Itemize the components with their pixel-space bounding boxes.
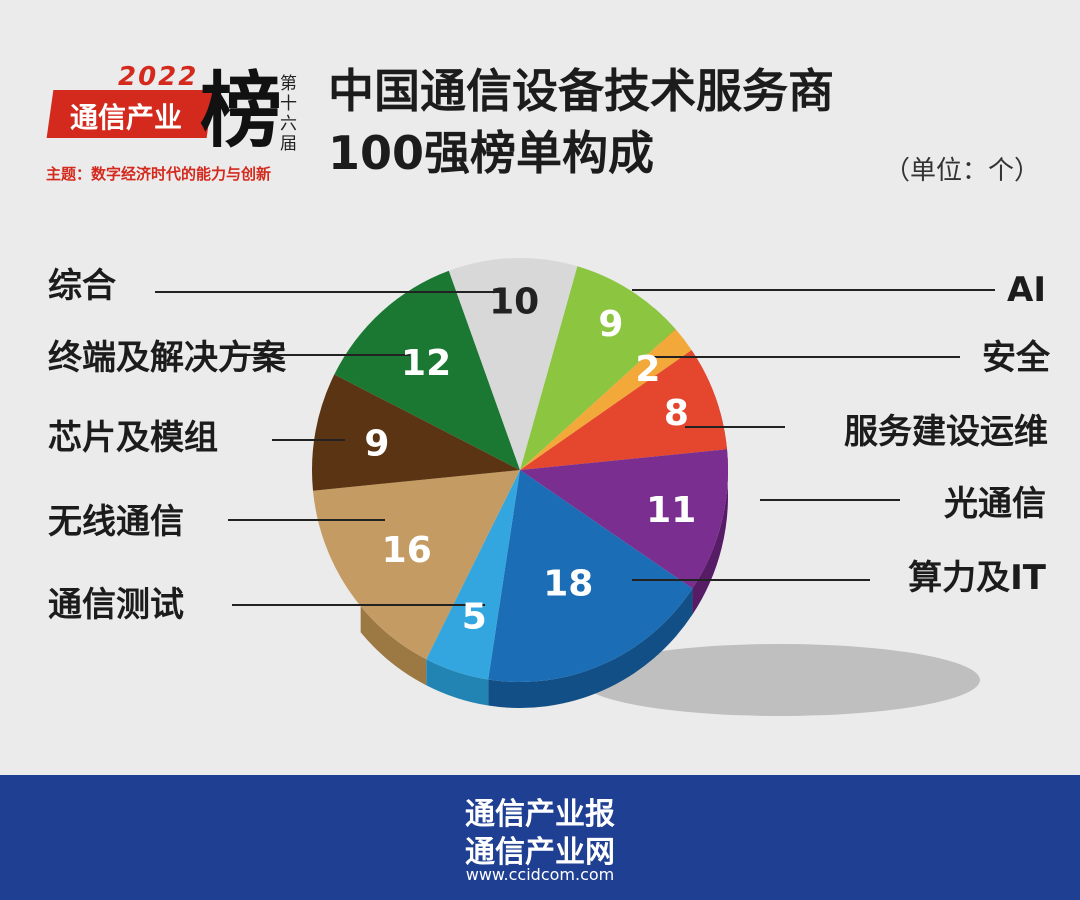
logo-name: 通信产业 (70, 101, 183, 134)
pie-slice-通信测试 (426, 470, 520, 680)
footer-line-2: 通信产业网 (465, 835, 615, 870)
logo-edition: 第十六届 (280, 74, 297, 154)
footer: 通信产业报 通信产业网 www.ccidcom.com (0, 775, 1080, 900)
page-title: 中国通信设备技术服务商 100强榜单构成 (328, 60, 834, 184)
label-安全: 安全 (982, 338, 1050, 378)
value-label-终端及解决方案: 12 (401, 343, 451, 384)
pie-side-无线通信 (360, 606, 427, 686)
unit-label: （单位：个） (883, 156, 1040, 186)
footer-line-1: 通信产业报 (465, 797, 615, 832)
pie-shadow (580, 644, 980, 716)
pie-slice-算力及IT (488, 470, 693, 682)
label-终端及解决方案: 终端及解决方案 (48, 338, 286, 378)
value-label-服务建设运维: 8 (664, 393, 689, 434)
pie-slice-无线通信 (312, 470, 520, 660)
value-label-芯片及模组: 9 (364, 424, 389, 465)
footer-url[interactable]: www.ccidcom.com (465, 865, 615, 884)
logo-theme: 主题：数字经济时代的能力与创新 (46, 165, 272, 183)
pie-side-通信测试 (426, 659, 489, 706)
pie-slice-光通信 (520, 449, 728, 589)
value-label-算力及IT: 18 (543, 564, 593, 605)
pie-side-光通信 (692, 449, 728, 615)
pie-slice-AI (520, 266, 676, 470)
value-label-无线通信: 16 (382, 530, 432, 571)
pie-side-算力及IT (488, 588, 693, 708)
pie-slice-综合 (448, 258, 578, 470)
pie-slice-服务建设运维 (520, 350, 728, 470)
label-芯片及模组: 芯片及模组 (48, 418, 218, 458)
pie-slice-终端及解决方案 (334, 270, 520, 470)
value-label-综合: 10 (489, 282, 539, 323)
label-算力及IT: 算力及IT (908, 558, 1046, 598)
pie-slice-安全 (520, 329, 692, 470)
label-综合: 综合 (48, 266, 116, 306)
title-line-2: 100强榜单构成 (328, 126, 655, 180)
label-AI: AI (1007, 270, 1046, 310)
logo-big-char: 榜 (200, 63, 283, 159)
logo: 2022 通信产业 榜 第十六届 主题：数字经济时代的能力与创新 (40, 62, 310, 192)
pie-slice-芯片及模组 (312, 374, 520, 491)
logo-year: 2022 (118, 62, 199, 92)
value-label-通信测试: 5 (462, 596, 487, 637)
value-label-安全: 2 (635, 349, 660, 390)
value-label-AI: 9 (598, 304, 623, 345)
label-无线通信: 无线通信 (48, 502, 184, 542)
label-服务建设运维: 服务建设运维 (844, 412, 1048, 452)
value-label-光通信: 11 (646, 490, 696, 531)
title-line-1: 中国通信设备技术服务商 (328, 64, 834, 118)
label-通信测试: 通信测试 (48, 585, 184, 625)
label-光通信: 光通信 (944, 484, 1046, 524)
